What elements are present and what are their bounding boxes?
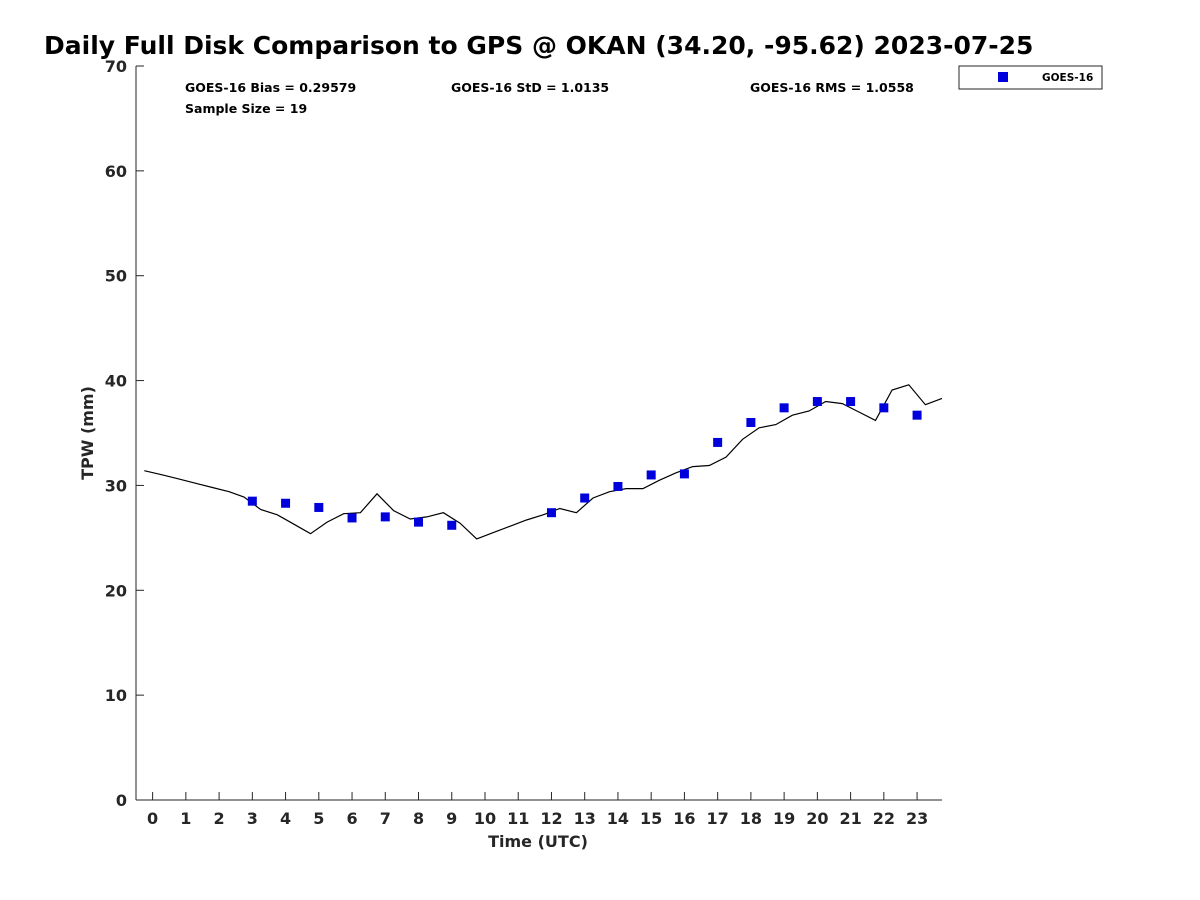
x-tick-label: 12 [540, 809, 562, 828]
series-layer [144, 384, 943, 540]
x-tick-label: 2 [214, 809, 225, 828]
x-tick-label: 8 [413, 809, 424, 828]
y-axis-label: TPW (mm) [78, 386, 97, 480]
y-tick-label: 60 [105, 162, 127, 181]
goes16-point [746, 418, 756, 428]
bias-stat: GOES-16 Bias = 0.29579 [185, 80, 356, 95]
goes16-point [580, 493, 590, 503]
y-tick-label: 0 [116, 791, 127, 810]
x-tick-label: 23 [906, 809, 928, 828]
y-tick-label: 70 [105, 57, 127, 76]
y-tick-label: 20 [105, 581, 127, 600]
x-tick-label: 21 [839, 809, 861, 828]
x-tick-label: 15 [640, 809, 662, 828]
x-tick-label: 22 [873, 809, 895, 828]
goes16-point [447, 520, 457, 530]
legend-box [958, 65, 1103, 90]
goes16-point [546, 508, 556, 518]
y-axis-ticks: 0 10 20 30 40 50 60 70 [105, 57, 144, 810]
x-tick-label: 11 [507, 809, 529, 828]
goes16-point [414, 517, 424, 527]
x-tick-label: 7 [380, 809, 391, 828]
goes16-point [812, 397, 822, 407]
goes16-point [314, 502, 324, 512]
x-tick-label: 13 [574, 809, 596, 828]
x-tick-label: 17 [707, 809, 729, 828]
x-tick-label: 14 [607, 809, 629, 828]
x-tick-label: 1 [180, 809, 191, 828]
std-stat: GOES-16 StD = 1.0135 [451, 80, 609, 95]
legend: GOES-16 [958, 65, 1103, 90]
x-tick-label: 19 [773, 809, 795, 828]
gps-tpw-line [144, 384, 943, 540]
x-axis-ticks: 0 1 2 3 4 5 6 7 8 9 10 11 12 13 14 15 16 17 18 19 20 21 22 23 [147, 792, 928, 828]
goes16-point [646, 470, 656, 480]
x-tick-label: 0 [147, 809, 158, 828]
sample-size-stat: Sample Size = 19 [185, 101, 307, 116]
x-tick-label: 16 [673, 809, 695, 828]
goes16-point [281, 498, 291, 508]
goes16-point [912, 410, 922, 420]
chart-title: Daily Full Disk Comparison to GPS @ OKAN… [44, 31, 1033, 60]
goes16-point [846, 397, 856, 407]
x-tick-label: 9 [446, 809, 457, 828]
x-tick-label: 5 [313, 809, 324, 828]
goes16-point [879, 403, 889, 413]
goes16-point [347, 513, 357, 523]
goes16-point [679, 469, 689, 479]
goes16-point [247, 496, 257, 506]
goes16-point [613, 481, 623, 491]
y-tick-label: 30 [105, 476, 127, 495]
x-tick-label: 3 [247, 809, 258, 828]
legend-label: GOES-16 [1042, 72, 1093, 84]
goes16-point [380, 512, 390, 522]
legend-marker [998, 72, 1008, 82]
goes16-point [713, 437, 723, 447]
x-tick-label: 4 [280, 809, 291, 828]
y-tick-label: 50 [105, 267, 127, 286]
x-tick-label: 6 [346, 809, 357, 828]
x-tick-label: 10 [474, 809, 496, 828]
x-axis-label: Time (UTC) [488, 832, 588, 851]
x-tick-label: 18 [740, 809, 762, 828]
rms-stat: GOES-16 RMS = 1.0558 [750, 80, 914, 95]
x-tick-label: 20 [806, 809, 828, 828]
y-tick-label: 40 [105, 372, 127, 391]
goes16-point [779, 403, 789, 413]
y-tick-label: 10 [105, 686, 127, 705]
